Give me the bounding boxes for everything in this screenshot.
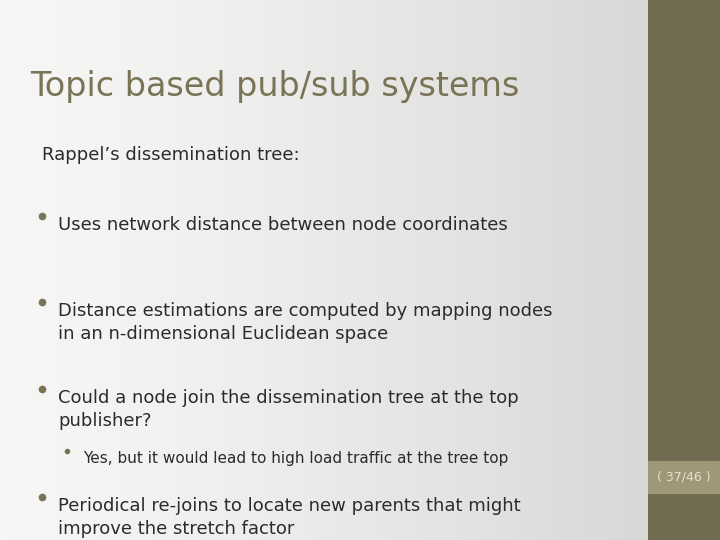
Text: Distance estimations are computed by mapping nodes
in an n-dimensional Euclidean: Distance estimations are computed by map… [58,302,552,343]
Text: Topic based pub/sub systems: Topic based pub/sub systems [30,70,519,103]
Text: Yes, but it would lead to high load traffic at the tree top: Yes, but it would lead to high load traf… [84,451,508,466]
Text: Could a node join the dissemination tree at the top
publisher?: Could a node join the dissemination tree… [58,389,518,430]
Text: Uses network distance between node coordinates: Uses network distance between node coord… [58,216,508,234]
Bar [648,461,720,494]
Bar [648,0,720,540]
Text: ( 37/46 ): ( 37/46 ) [657,471,711,484]
Text: Rappel’s dissemination tree:: Rappel’s dissemination tree: [42,146,300,164]
Text: Periodical re-joins to locate new parents that might
improve the stretch factor: Periodical re-joins to locate new parent… [58,497,521,538]
